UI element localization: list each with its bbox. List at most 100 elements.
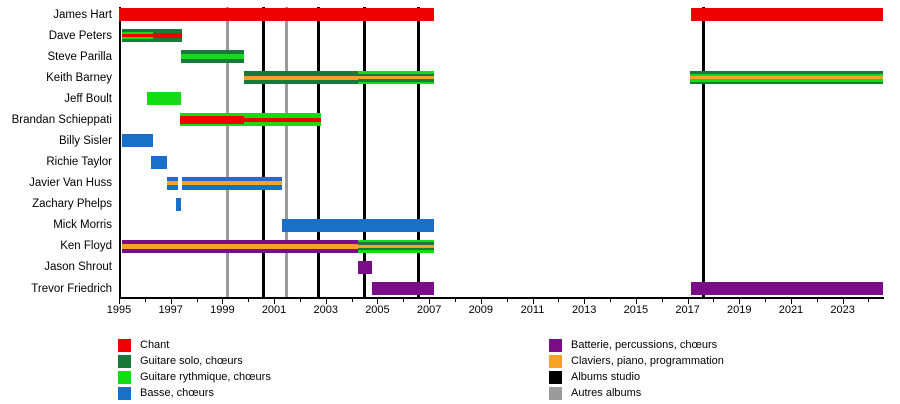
role-stripe-chant (179, 118, 245, 122)
timeline-bar (166, 176, 179, 190)
role-stripe-basse (166, 176, 179, 181)
timeline-bar (147, 92, 182, 106)
legend-item-guitare_solo: Guitare solo, chœurs (118, 354, 243, 368)
x-axis-major-tick (222, 299, 224, 304)
x-axis-minor-tick (403, 299, 405, 302)
role-stripe-batterie (121, 248, 359, 253)
timeline-bar (121, 29, 153, 43)
timeline-bar (690, 71, 883, 85)
role-stripe-batterie (691, 282, 883, 296)
role-stripe-guitare_solo (121, 29, 153, 32)
timeline-bar (372, 282, 435, 296)
x-axis-minor-tick (144, 299, 146, 302)
x-axis-tick-label: 1999 (210, 304, 235, 316)
album-event-line-albums_studio (363, 7, 367, 297)
x-axis-tick-label: 2011 (520, 304, 545, 316)
x-axis-minor-tick (713, 299, 715, 302)
legend-item-chant: Chant (118, 338, 169, 352)
member-name: Zachary Phelps (32, 198, 112, 211)
timeline-bar (119, 8, 435, 21)
role-stripe-batterie (358, 260, 373, 274)
member-name: Richie Taylor (46, 156, 112, 169)
legend-swatch-claviers (549, 354, 562, 368)
role-stripe-guitare_solo (152, 29, 183, 34)
member-name: Ken Floyd (60, 240, 112, 253)
legend-item-autres_albums: Autres albums (549, 386, 641, 400)
role-stripe-chant (179, 121, 245, 124)
x-axis-tick-label: 2005 (365, 304, 390, 316)
role-stripe-guitare_solo (152, 37, 183, 43)
x-axis-minor-tick (248, 299, 250, 302)
member-name: Dave Peters (48, 29, 112, 42)
member-name: Steve Parilla (47, 50, 112, 63)
x-axis-tick-label: 2023 (830, 304, 855, 316)
legend-item-basse: Basse, chœurs (118, 386, 214, 400)
x-axis-major-tick (790, 299, 792, 304)
album-event-line-albums_studio (701, 7, 705, 297)
album-event-line-albums_studio (316, 7, 320, 297)
timeline-bar (121, 134, 153, 148)
member-name: Jason Shrout (44, 261, 112, 274)
album-event-line-albums_studio (262, 7, 266, 297)
legend-swatch-basse (118, 386, 131, 400)
legend-swatch-albums_studio (549, 370, 562, 384)
role-stripe-claviers (121, 244, 359, 249)
role-stripe-guitare_rythmique (179, 113, 245, 116)
role-stripe-guitare_solo (244, 71, 359, 76)
role-stripe-guitare_rythmique (179, 123, 245, 127)
timeline-bar (151, 155, 167, 169)
role-stripe-guitare_solo (358, 242, 435, 246)
role-stripe-chant (152, 33, 183, 38)
legend-swatch-guitare_rythmique (118, 370, 131, 384)
role-stripe-guitare_rythmique (690, 79, 883, 82)
x-axis-tick-label: 2007 (416, 304, 442, 316)
legend-label: Autres albums (571, 386, 642, 399)
x-axis-minor-tick (765, 299, 767, 302)
x-axis-major-tick (377, 299, 379, 304)
album-event-line-albums_studio (417, 7, 421, 297)
x-axis-minor-tick (816, 299, 818, 302)
legend-label: Batterie, percussions, chœurs (571, 338, 718, 351)
role-stripe-claviers (244, 75, 359, 80)
role-stripe-guitare_rythmique (121, 31, 153, 35)
timeline-bar (358, 260, 373, 274)
legend-label: Guitare rythmique, chœurs (140, 370, 271, 383)
member-name: Javier Van Huss (29, 177, 112, 190)
member-name: Brandan Schieppati (11, 113, 112, 126)
legend-item-guitare_rythmique: Guitare rythmique, chœurs (118, 370, 271, 384)
x-axis-major-tick (325, 299, 327, 304)
role-stripe-basse (182, 176, 282, 181)
role-stripe-guitare_solo (244, 79, 359, 85)
timeline-bar (691, 282, 883, 296)
role-stripe-chant (119, 8, 435, 21)
role-stripe-basse (151, 155, 167, 169)
role-stripe-basse (121, 134, 153, 148)
role-stripe-basse (182, 185, 282, 190)
x-axis-major-tick (739, 299, 741, 304)
role-stripe-guitare_rythmique (244, 113, 321, 118)
legend-label: Albums studio (571, 370, 641, 383)
timeline-bar (691, 8, 883, 21)
role-stripe-basse (175, 197, 181, 211)
x-axis-minor-tick (196, 299, 198, 302)
x-axis-minor-tick (868, 299, 870, 302)
album-event-line-autres_albums (285, 7, 289, 297)
timeline-bar (244, 113, 321, 127)
timeline-bar (182, 176, 282, 190)
x-axis-major-tick (635, 299, 637, 304)
role-stripe-guitare_rythmique (147, 92, 182, 106)
role-stripe-guitare_solo (358, 247, 435, 251)
x-axis-tick-label: 2017 (675, 304, 700, 316)
role-stripe-guitare_solo (358, 73, 435, 77)
role-stripe-batterie (121, 239, 359, 245)
role-stripe-chant (691, 8, 883, 21)
x-axis-line (119, 297, 884, 299)
x-axis-tick-label: 2019 (727, 304, 752, 316)
role-stripe-guitare_solo (690, 81, 883, 85)
timeline-bar (179, 113, 245, 127)
x-axis-major-tick (429, 299, 431, 304)
timeline-bar (358, 71, 435, 85)
member-name: Trevor Friedrich (31, 282, 112, 295)
role-stripe-guitare_rythmique (690, 73, 883, 77)
